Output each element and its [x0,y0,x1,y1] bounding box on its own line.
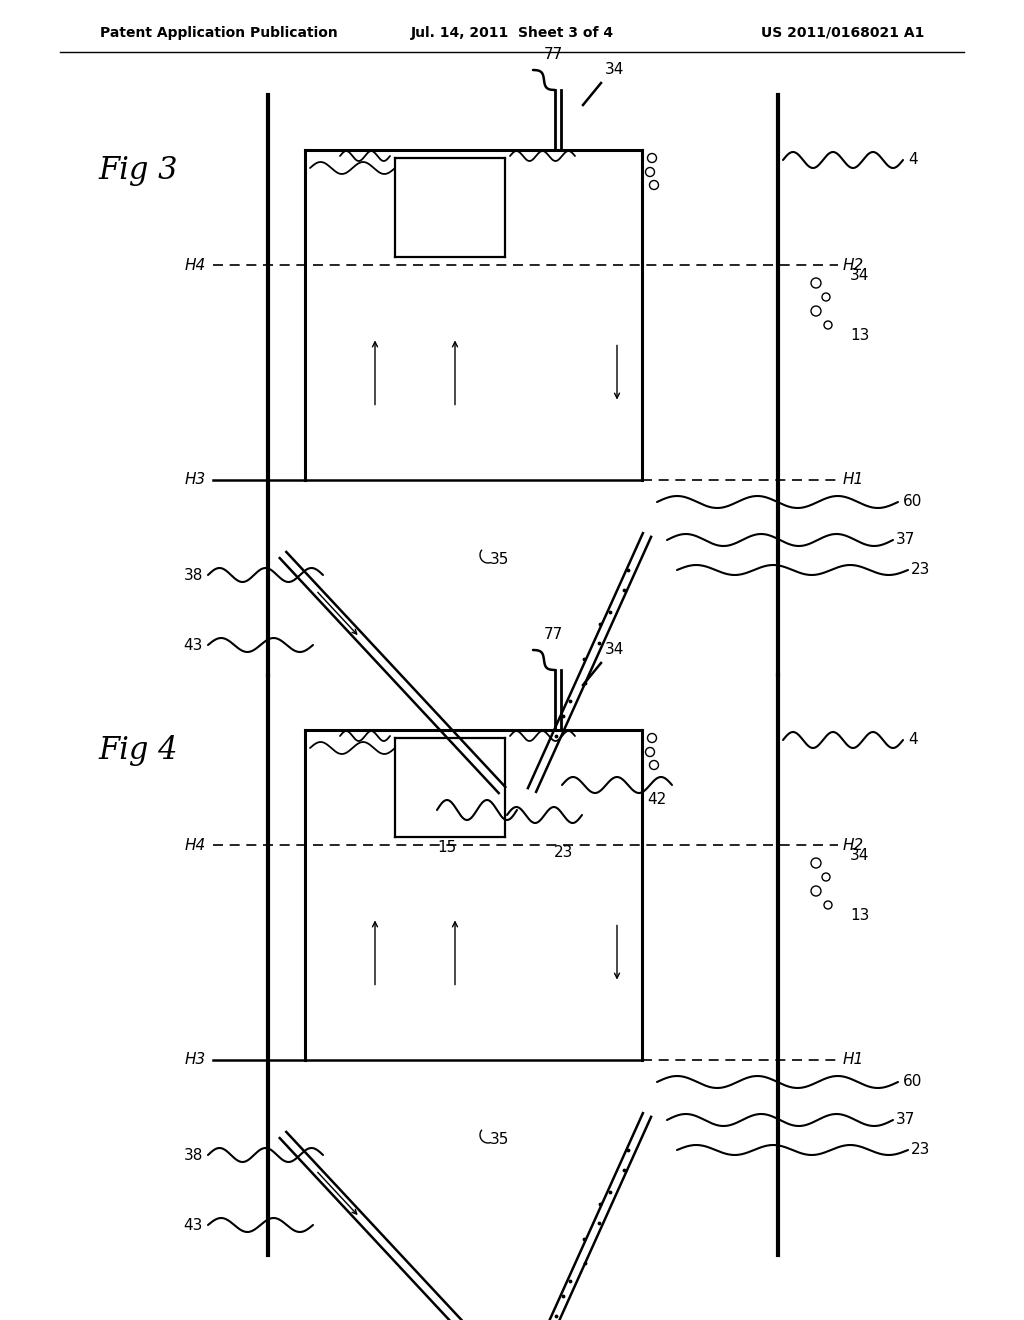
Text: H4: H4 [184,837,206,853]
Text: H2: H2 [843,837,864,853]
Text: US 2011/0168021 A1: US 2011/0168021 A1 [761,26,924,40]
Text: Patent Application Publication: Patent Application Publication [100,26,338,40]
Text: Fig 4: Fig 4 [98,735,177,766]
Text: 35: 35 [490,553,509,568]
Text: Fig 3: Fig 3 [98,154,177,186]
Text: 35: 35 [490,1133,509,1147]
Text: 4: 4 [908,153,918,168]
Text: 34: 34 [605,642,625,657]
Text: 38: 38 [183,1147,203,1163]
Text: 23: 23 [911,1143,931,1158]
Text: 13: 13 [850,327,869,342]
Text: 34: 34 [850,268,869,282]
Text: 37: 37 [896,1113,915,1127]
Text: 43: 43 [183,1217,203,1233]
Text: H3: H3 [184,473,206,487]
Text: 38: 38 [183,568,203,582]
Text: 77: 77 [544,48,562,62]
Text: 23: 23 [554,845,573,861]
Text: 60: 60 [903,1074,923,1089]
Text: 42: 42 [647,792,667,808]
Text: H2: H2 [843,257,864,272]
Text: 60: 60 [903,495,923,510]
Text: 43: 43 [183,638,203,652]
Text: H4: H4 [184,257,206,272]
Text: H1: H1 [843,473,864,487]
Text: Jul. 14, 2011  Sheet 3 of 4: Jul. 14, 2011 Sheet 3 of 4 [411,26,613,40]
Text: 34: 34 [605,62,625,77]
Text: H1: H1 [843,1052,864,1068]
Text: 15: 15 [437,840,457,855]
Text: 34: 34 [850,847,869,862]
Text: 37: 37 [896,532,915,548]
Text: 13: 13 [850,908,869,923]
Text: 77: 77 [544,627,562,642]
Text: 4: 4 [908,733,918,747]
Text: 23: 23 [911,562,931,578]
Text: H3: H3 [184,1052,206,1068]
